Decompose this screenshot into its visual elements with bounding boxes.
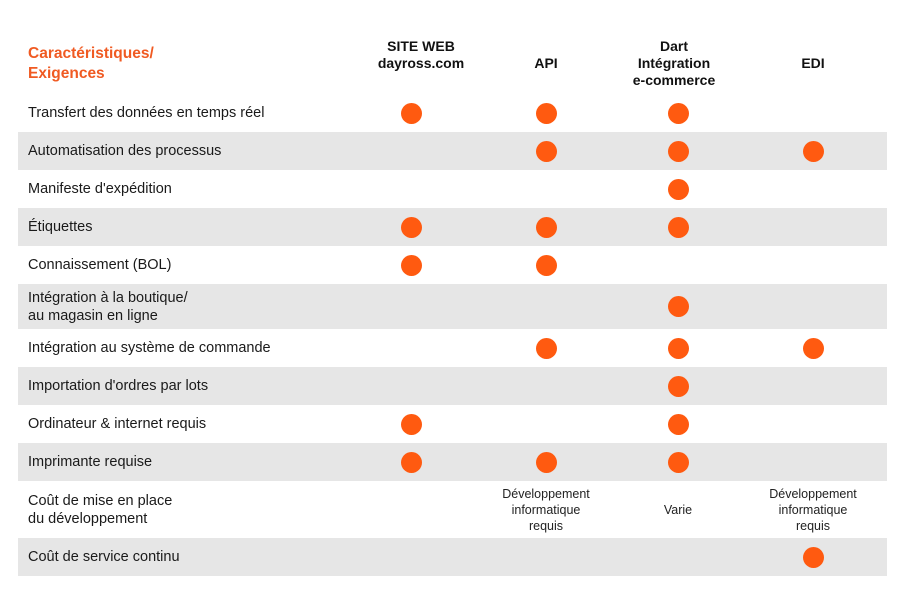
row-label: Transfert des données en temps réel bbox=[28, 105, 265, 121]
check-dot-icon bbox=[401, 414, 422, 435]
row-label: Coût de service continu bbox=[28, 549, 180, 565]
column-header-api: API bbox=[534, 55, 558, 71]
row-label: Intégration à la boutique/ au magasin en… bbox=[28, 290, 188, 324]
check-dot-icon bbox=[668, 179, 689, 200]
row-label: Étiquettes bbox=[28, 219, 93, 235]
row-label: Importation d'ordres par lots bbox=[28, 378, 209, 394]
cost-note: Développement informatique requis bbox=[502, 487, 590, 533]
table-row: Manifeste d'expédition bbox=[18, 170, 887, 208]
row-label: Automatisation des processus bbox=[28, 143, 222, 159]
check-dot-icon bbox=[401, 452, 422, 473]
row-label: Connaissement (BOL) bbox=[28, 257, 172, 273]
check-dot-icon bbox=[536, 103, 557, 124]
row-label: Coût de mise en place du développement bbox=[28, 493, 173, 527]
check-dot-icon bbox=[536, 141, 557, 162]
cost-note: Développement informatique requis bbox=[769, 487, 857, 533]
check-dot-icon bbox=[536, 338, 557, 359]
table-row: Transfert des données en temps réel bbox=[18, 94, 887, 132]
check-dot-icon bbox=[668, 141, 689, 162]
table-row: Coût de service continu bbox=[18, 538, 887, 576]
check-dot-icon bbox=[668, 296, 689, 317]
check-dot-icon bbox=[668, 452, 689, 473]
check-dot-icon bbox=[401, 103, 422, 124]
table-row: Ordinateur & internet requis bbox=[18, 405, 887, 443]
row-label: Ordinateur & internet requis bbox=[28, 416, 207, 432]
row-label: Imprimante requise bbox=[28, 454, 153, 470]
check-dot-icon bbox=[668, 103, 689, 124]
check-dot-icon bbox=[536, 255, 557, 276]
table-row: Intégration au système de commande bbox=[18, 329, 887, 367]
table-row: Coût de mise en place du développement Dé… bbox=[18, 481, 887, 538]
table-title: Caractéristiques/ Exigences bbox=[28, 45, 154, 82]
column-header-dart: Dart Intégration e-commerce bbox=[632, 38, 716, 88]
column-header-edi: EDI bbox=[801, 55, 825, 71]
check-dot-icon bbox=[803, 141, 824, 162]
check-dot-icon bbox=[536, 452, 557, 473]
row-label: Intégration au système de commande bbox=[28, 340, 271, 356]
column-header-website: SITE WEB dayross.com bbox=[377, 38, 465, 71]
row-label: Manifeste d'expédition bbox=[28, 181, 172, 197]
table-row: Importation d'ordres par lots bbox=[18, 367, 887, 405]
check-dot-icon bbox=[536, 217, 557, 238]
cost-note: Varie bbox=[663, 503, 693, 517]
check-dot-icon bbox=[401, 217, 422, 238]
check-dot-icon bbox=[803, 547, 824, 568]
table-row: Étiquettes bbox=[18, 208, 887, 246]
check-dot-icon bbox=[668, 414, 689, 435]
table-row: Imprimante requise bbox=[18, 443, 887, 481]
table-row: Intégration à la boutique/ au magasin en… bbox=[18, 284, 887, 329]
check-dot-icon bbox=[668, 338, 689, 359]
check-dot-icon bbox=[401, 255, 422, 276]
table-row: Connaissement (BOL) bbox=[18, 246, 887, 284]
check-dot-icon bbox=[668, 376, 689, 397]
check-dot-icon bbox=[668, 217, 689, 238]
check-dot-icon bbox=[803, 338, 824, 359]
table-row: Automatisation des processus bbox=[18, 132, 887, 170]
